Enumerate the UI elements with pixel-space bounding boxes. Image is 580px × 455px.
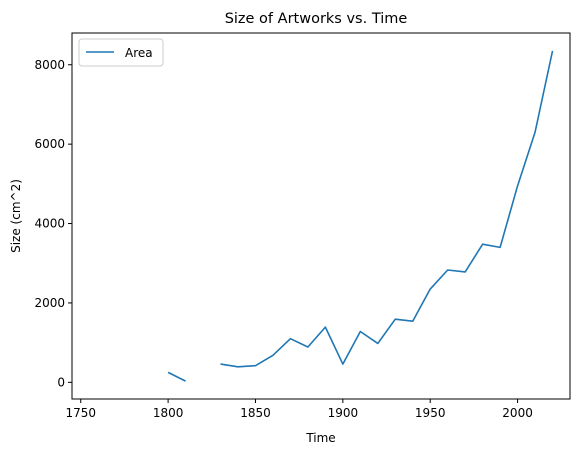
series-group bbox=[167, 50, 554, 382]
y-axis-label: Size (cm^2) bbox=[9, 179, 23, 253]
x-tick-label: 1850 bbox=[240, 406, 271, 420]
plot-area: 1750 1800 1850 1900 1950 2000 0 2000 4000 6000 80… bbox=[34, 32, 571, 420]
legend-box bbox=[78, 38, 164, 67]
x-tick-label: 2000 bbox=[502, 406, 533, 420]
x-axis-label: Time bbox=[305, 431, 335, 445]
x-tick-label: 1750 bbox=[65, 406, 96, 420]
x-tick-label: 1900 bbox=[328, 406, 359, 420]
axes-frame bbox=[71, 32, 571, 400]
chart-title: Size of Artworks vs. Time bbox=[225, 11, 408, 27]
x-tick-label: 1950 bbox=[415, 406, 446, 420]
x-axis-ticks: 1750 1800 1850 1900 1950 2000 bbox=[65, 399, 533, 420]
y-tick-label: 4000 bbox=[34, 217, 65, 231]
legend-label-area: Area bbox=[125, 46, 153, 60]
y-tick-label: 2000 bbox=[34, 296, 65, 310]
y-axis-ticks: 0 2000 4000 6000 8000 bbox=[34, 58, 72, 389]
series-line-area bbox=[167, 50, 554, 382]
x-tick-label: 1800 bbox=[153, 406, 184, 420]
y-tick-label: 6000 bbox=[34, 137, 65, 151]
legend: Area bbox=[78, 38, 164, 67]
y-tick-label: 0 bbox=[57, 375, 65, 389]
y-tick-label: 8000 bbox=[34, 58, 65, 72]
